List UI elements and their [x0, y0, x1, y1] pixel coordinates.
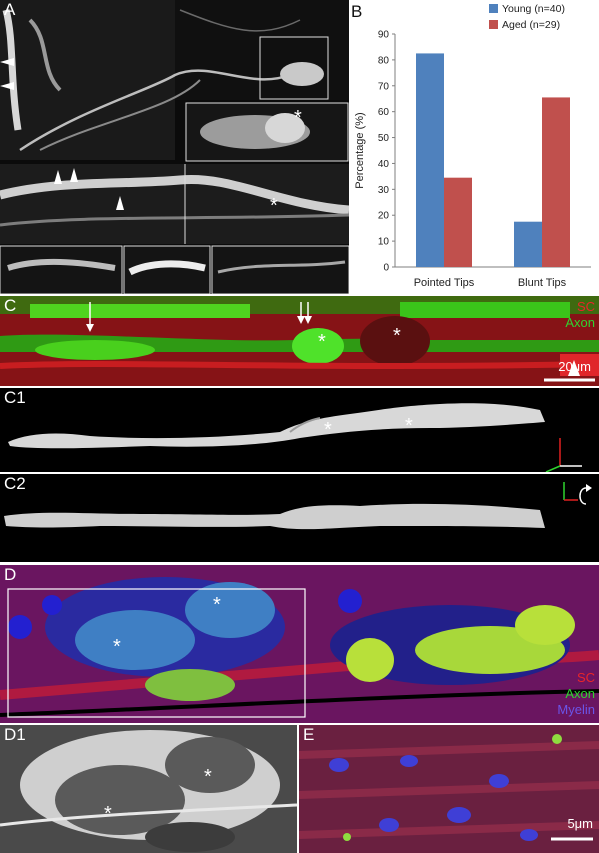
y-tick-label: 10 — [378, 237, 390, 248]
asterisk-marker: * — [213, 594, 221, 616]
asterisk-marker: * — [204, 766, 212, 788]
panel-c2-render — [4, 482, 592, 530]
bar-chart: 0 10 20 30 40 50 60 70 80 90 Percentage (%) Pointed… — [354, 3, 591, 289]
panel-c: C * * SC Axon 20μm — [0, 296, 599, 386]
panel-a-micrograph — [0, 0, 349, 294]
channel-label-axon: Axon — [565, 686, 595, 701]
panel-d-label: D — [4, 565, 17, 584]
panel-a-label: A — [4, 0, 16, 19]
panel-c-label: C — [4, 296, 17, 315]
panel-c2-label: C2 — [4, 474, 26, 493]
panel-b: B 0 10 20 30 40 50 60 70 80 90 Percentage (%) Point… — [349, 0, 599, 294]
panel-a: A * * — [0, 0, 349, 294]
panel-d-micrograph — [0, 565, 599, 723]
panel-d1-micrograph — [0, 725, 297, 853]
bar-young — [514, 221, 542, 267]
y-tick-label: 30 — [378, 185, 390, 196]
y-axis-title: Percentage (%) — [354, 112, 366, 188]
y-tick-label: 60 — [378, 107, 390, 118]
inset-box — [7, 588, 306, 718]
y-tick-label: 0 — [383, 263, 389, 274]
panel-c1: C1 * * — [0, 388, 599, 472]
arrowhead-marker — [0, 58, 14, 66]
arrowhead-marker — [116, 196, 124, 210]
legend-label-aged: Aged (n=29) — [502, 19, 560, 31]
panel-c-micrograph — [0, 296, 599, 386]
legend-swatch-young — [489, 4, 498, 13]
y-tick-label: 40 — [378, 159, 390, 170]
bar-young — [416, 53, 444, 267]
x-category-label: Blunt Tips — [518, 277, 567, 289]
asterisk-marker: * — [294, 107, 302, 129]
legend-label-young: Young (n=40) — [502, 3, 565, 15]
channel-label-sc: SC — [576, 299, 595, 314]
asterisk-marker: * — [393, 325, 401, 347]
panel-c1-render — [8, 403, 582, 472]
panel-d1-label: D1 — [4, 725, 26, 744]
panel-d1: D1 * * — [0, 725, 297, 853]
panel-c2: C2 — [0, 474, 599, 562]
asterisk-marker: * — [270, 195, 278, 217]
y-tick-label: 70 — [378, 81, 390, 92]
panel-c1-label: C1 — [4, 388, 26, 407]
scale-bar-label: 20μm — [558, 359, 591, 374]
y-tick-label: 90 — [378, 30, 390, 41]
panel-e-label: E — [303, 725, 315, 744]
panel-d: D * * SC Axon Myelin — [0, 565, 599, 723]
arrowhead-marker — [0, 82, 14, 90]
channel-label-myelin: Myelin — [557, 702, 595, 717]
panel-e-micrograph — [299, 725, 599, 853]
scale-bar-label: 5μm — [567, 816, 593, 831]
asterisk-marker: * — [318, 331, 326, 353]
y-tick-label: 80 — [378, 55, 390, 66]
legend-swatch-aged — [489, 20, 498, 29]
bar-aged — [542, 97, 570, 267]
axis-indicator-z — [545, 465, 561, 472]
asterisk-marker: * — [113, 636, 121, 658]
rotate-icon — [579, 487, 587, 505]
channel-label-sc: SC — [576, 670, 595, 685]
y-tick-label: 50 — [378, 133, 390, 144]
arrowhead-marker — [54, 170, 62, 184]
panel-b-label: B — [351, 2, 363, 21]
asterisk-marker: * — [324, 419, 332, 441]
y-tick-label: 20 — [378, 211, 390, 222]
channel-label-axon: Axon — [565, 315, 595, 330]
arrowhead-marker — [70, 168, 78, 182]
asterisk-marker: * — [405, 415, 413, 437]
panel-e: E 5μm — [299, 725, 599, 853]
bar-aged — [444, 177, 472, 267]
asterisk-marker: * — [104, 803, 112, 825]
x-category-label: Pointed Tips — [414, 277, 475, 289]
arrowhead-marker — [568, 360, 580, 376]
